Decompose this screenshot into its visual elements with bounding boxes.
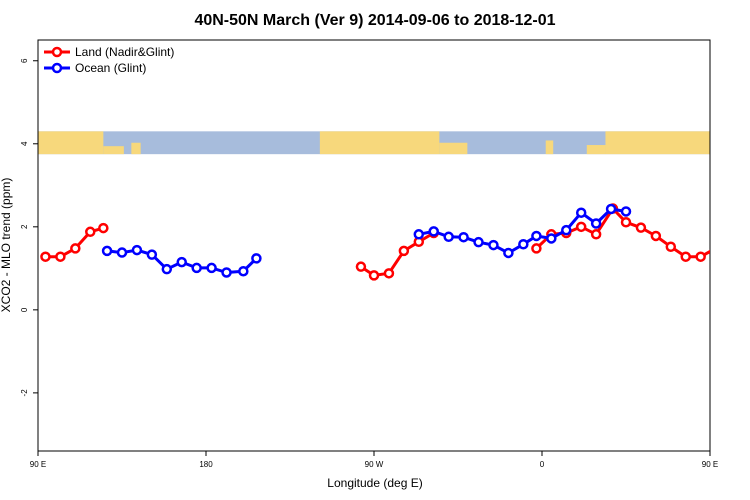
data-point: [116, 247, 128, 258]
legend-marker: [51, 62, 63, 74]
map-land: [586, 145, 606, 155]
data-point: [146, 249, 158, 260]
map-land: [605, 131, 710, 155]
data-point: [503, 247, 514, 259]
y-tick-label: 2: [20, 224, 29, 229]
legend-label: Ocean (Glint): [75, 61, 146, 75]
data-point: [712, 244, 720, 252]
data-point: [398, 245, 410, 257]
data-point: [176, 256, 187, 268]
map-land: [439, 142, 468, 155]
data-point: [355, 261, 367, 272]
data-point: [428, 226, 439, 237]
data-point: [620, 206, 632, 217]
data-point: [40, 251, 51, 262]
world-map-band: [38, 131, 710, 155]
data-point: [473, 236, 484, 248]
legend-marker: [51, 46, 63, 58]
map-land: [103, 146, 124, 155]
data-point: [518, 239, 529, 250]
data-point: [161, 263, 173, 275]
data-point: [55, 251, 66, 262]
data-point: [101, 245, 113, 257]
x-tick-label: 180: [199, 460, 213, 469]
legend: Land (Nadir&Glint) Ocean (Glint): [44, 45, 174, 75]
data-point: [590, 229, 602, 240]
data-point: [575, 221, 587, 233]
data-point: [745, 247, 750, 255]
y-tick-label: 6: [20, 58, 29, 63]
data-point: [665, 241, 677, 252]
map-land: [38, 131, 104, 155]
chart-title: 40N-50N March (Ver 9) 2014-09-06 to 2018…: [194, 12, 555, 29]
data-point: [368, 270, 380, 281]
y-tick-label: 0: [20, 307, 29, 312]
data-point: [741, 224, 749, 232]
x-tick-label: 0: [540, 460, 545, 469]
series-ocean: [101, 203, 750, 278]
data-point: [680, 251, 691, 262]
data-point: [458, 231, 469, 243]
legend-label: Land (Nadir&Glint): [75, 45, 174, 59]
data-point: [488, 239, 499, 251]
x-tick-label: 90 E: [30, 460, 46, 469]
data-point: [531, 243, 542, 254]
data-point: [695, 251, 706, 262]
map-land: [545, 140, 554, 155]
data-point: [650, 230, 662, 242]
y-tick-label: -2: [20, 389, 29, 397]
data-point: [605, 203, 617, 215]
x-tick-label: 90 W: [365, 460, 384, 469]
data-point: [70, 243, 81, 254]
y-axis-label: XCO2 - MLO trend (ppm): [0, 178, 13, 313]
data-point: [251, 253, 262, 264]
x-tick-label: 90 E: [702, 460, 718, 469]
data-point: [443, 231, 454, 243]
data-point: [98, 222, 109, 234]
data-point: [575, 207, 587, 218]
data-point: [413, 229, 425, 240]
data-point: [206, 262, 217, 274]
data-point: [546, 233, 557, 244]
data-point: [561, 224, 572, 236]
x-axis: 90 E 180 90 W 0 90 E: [30, 451, 718, 469]
data-point: [131, 244, 143, 256]
map-land: [131, 142, 141, 155]
data-point: [191, 262, 202, 274]
map-land: [319, 131, 440, 155]
data-point: [238, 265, 249, 277]
data-point: [221, 267, 232, 278]
data-point: [590, 218, 602, 229]
x-axis-label: Longitude (deg E): [327, 476, 422, 490]
data-point: [383, 268, 395, 279]
data-point: [635, 222, 647, 233]
y-tick-label: 4: [20, 141, 29, 146]
data-point: [727, 228, 735, 236]
data-point: [85, 226, 96, 238]
plot-area: [40, 203, 750, 281]
y-axis: -2 0 2 4 6: [20, 58, 38, 396]
series-land: [40, 203, 749, 281]
data-point: [531, 230, 542, 242]
data-point: [620, 217, 632, 228]
